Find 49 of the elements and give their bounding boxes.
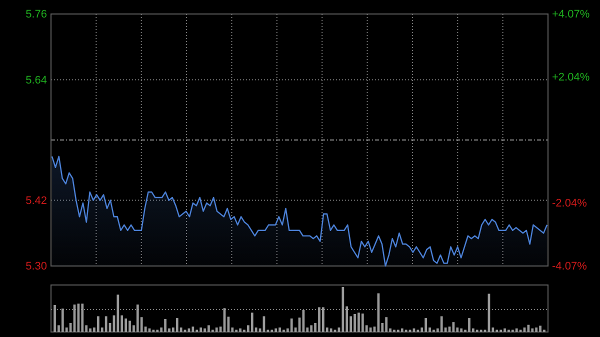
bar bbox=[539, 326, 542, 332]
bar bbox=[354, 314, 356, 332]
y-tick-label: 5.64 bbox=[26, 74, 47, 86]
bar bbox=[128, 320, 131, 332]
bar bbox=[310, 325, 313, 332]
bar bbox=[81, 304, 84, 332]
bar bbox=[424, 318, 427, 332]
bar bbox=[515, 328, 518, 332]
bar bbox=[89, 328, 92, 332]
bar bbox=[97, 316, 100, 332]
bar bbox=[535, 328, 538, 332]
y-tick-label: 5.30 bbox=[26, 260, 47, 273]
bar bbox=[322, 307, 324, 332]
bar bbox=[136, 304, 139, 332]
bar bbox=[358, 312, 360, 332]
bar bbox=[318, 307, 320, 332]
y2-tick-label: -4.07% bbox=[552, 260, 588, 273]
bar bbox=[460, 328, 463, 332]
bar bbox=[208, 325, 210, 332]
bar bbox=[342, 287, 344, 332]
bar bbox=[290, 318, 293, 332]
bar bbox=[385, 317, 388, 332]
bar bbox=[468, 318, 470, 332]
bar bbox=[215, 328, 218, 332]
bar bbox=[54, 305, 56, 332]
bar bbox=[104, 316, 108, 332]
bar bbox=[116, 294, 120, 332]
y2-tick-label: -2.04% bbox=[552, 198, 588, 210]
bar bbox=[204, 328, 206, 332]
bar bbox=[504, 328, 506, 332]
bar bbox=[274, 328, 277, 332]
bar bbox=[192, 326, 194, 332]
bar bbox=[239, 328, 242, 332]
bar bbox=[176, 318, 178, 332]
bar bbox=[330, 328, 332, 332]
bar bbox=[250, 312, 254, 332]
bar bbox=[124, 318, 127, 332]
bar bbox=[164, 318, 166, 332]
y-tick-label: 5.42 bbox=[26, 194, 47, 207]
bar bbox=[531, 328, 534, 332]
y2-tick-label: +2.04% bbox=[552, 71, 590, 84]
y2-tick-label: +4.07% bbox=[552, 8, 590, 21]
bar bbox=[61, 308, 64, 332]
bar bbox=[361, 314, 364, 332]
bar bbox=[200, 328, 202, 332]
bar bbox=[440, 316, 443, 332]
y-tick-label: 5.76 bbox=[26, 8, 47, 21]
bar bbox=[278, 328, 281, 332]
bar bbox=[400, 328, 404, 332]
